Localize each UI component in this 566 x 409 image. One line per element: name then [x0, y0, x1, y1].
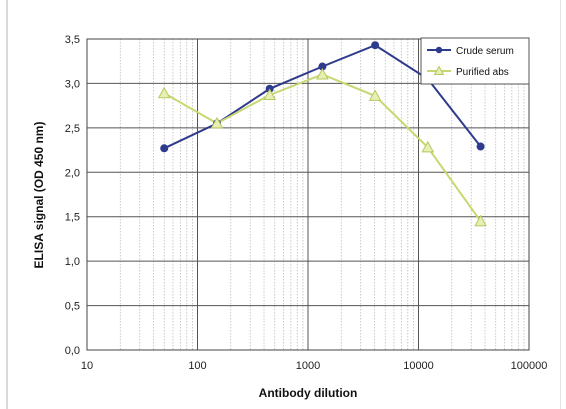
y-tick-labels: 0,0 0,5 1,0 1,5 2,0 2,5 3,0 3,5 — [65, 34, 80, 357]
y-tick-label: 0,5 — [65, 301, 80, 313]
right-border — [560, 0, 561, 409]
y-tick-label: 1,5 — [65, 212, 80, 224]
data-point-crude-serum — [371, 41, 380, 50]
y-tick-label: 3,5 — [65, 34, 80, 46]
legend-label-purified-abs: Purified abs — [456, 67, 509, 78]
data-point-purified-abs — [157, 86, 171, 99]
plot-border — [86, 38, 530, 351]
y-tick-label: 2,0 — [65, 167, 80, 179]
y-tick-label: 0,0 — [65, 345, 80, 357]
data-point-purified-abs — [368, 89, 382, 101]
x-axis-title: Antibody dilution — [259, 386, 358, 400]
data-point-purified-abs — [474, 214, 487, 227]
x-tick-label: 10000 — [403, 360, 434, 372]
x-tick-label: 100000 — [511, 360, 548, 372]
x-tick-labels: 10 100 1000 10000 100000 — [81, 360, 547, 372]
left-border — [6, 0, 8, 409]
y-axis-title: ELISA signal (OD 450 nm) — [32, 122, 46, 269]
data-point-crude-serum — [476, 142, 485, 151]
data-point-purified-abs — [210, 116, 224, 129]
legend-box — [420, 37, 530, 85]
data-point-crude-serum — [160, 144, 169, 153]
x-tick-label: 1000 — [296, 360, 320, 372]
grid — [87, 39, 529, 350]
data-point-purified-abs — [316, 67, 329, 80]
legend-marker-crude-serum — [435, 46, 443, 54]
y-tick-label: 3,0 — [65, 78, 80, 90]
legend-label-crude-serum: Crude serum — [456, 46, 514, 57]
y-tick-label: 2,5 — [65, 123, 80, 135]
data-point-purified-abs — [421, 140, 435, 153]
legend: Crude serum Purified abs — [420, 37, 530, 85]
y-tick-label: 1,0 — [65, 256, 80, 268]
data-point-crude-serum — [318, 62, 327, 71]
x-tick-label: 10 — [81, 360, 93, 372]
data-point-purified-abs — [263, 88, 277, 100]
legend-marker-purified-abs — [433, 65, 445, 75]
x-tick-label: 100 — [188, 360, 206, 372]
